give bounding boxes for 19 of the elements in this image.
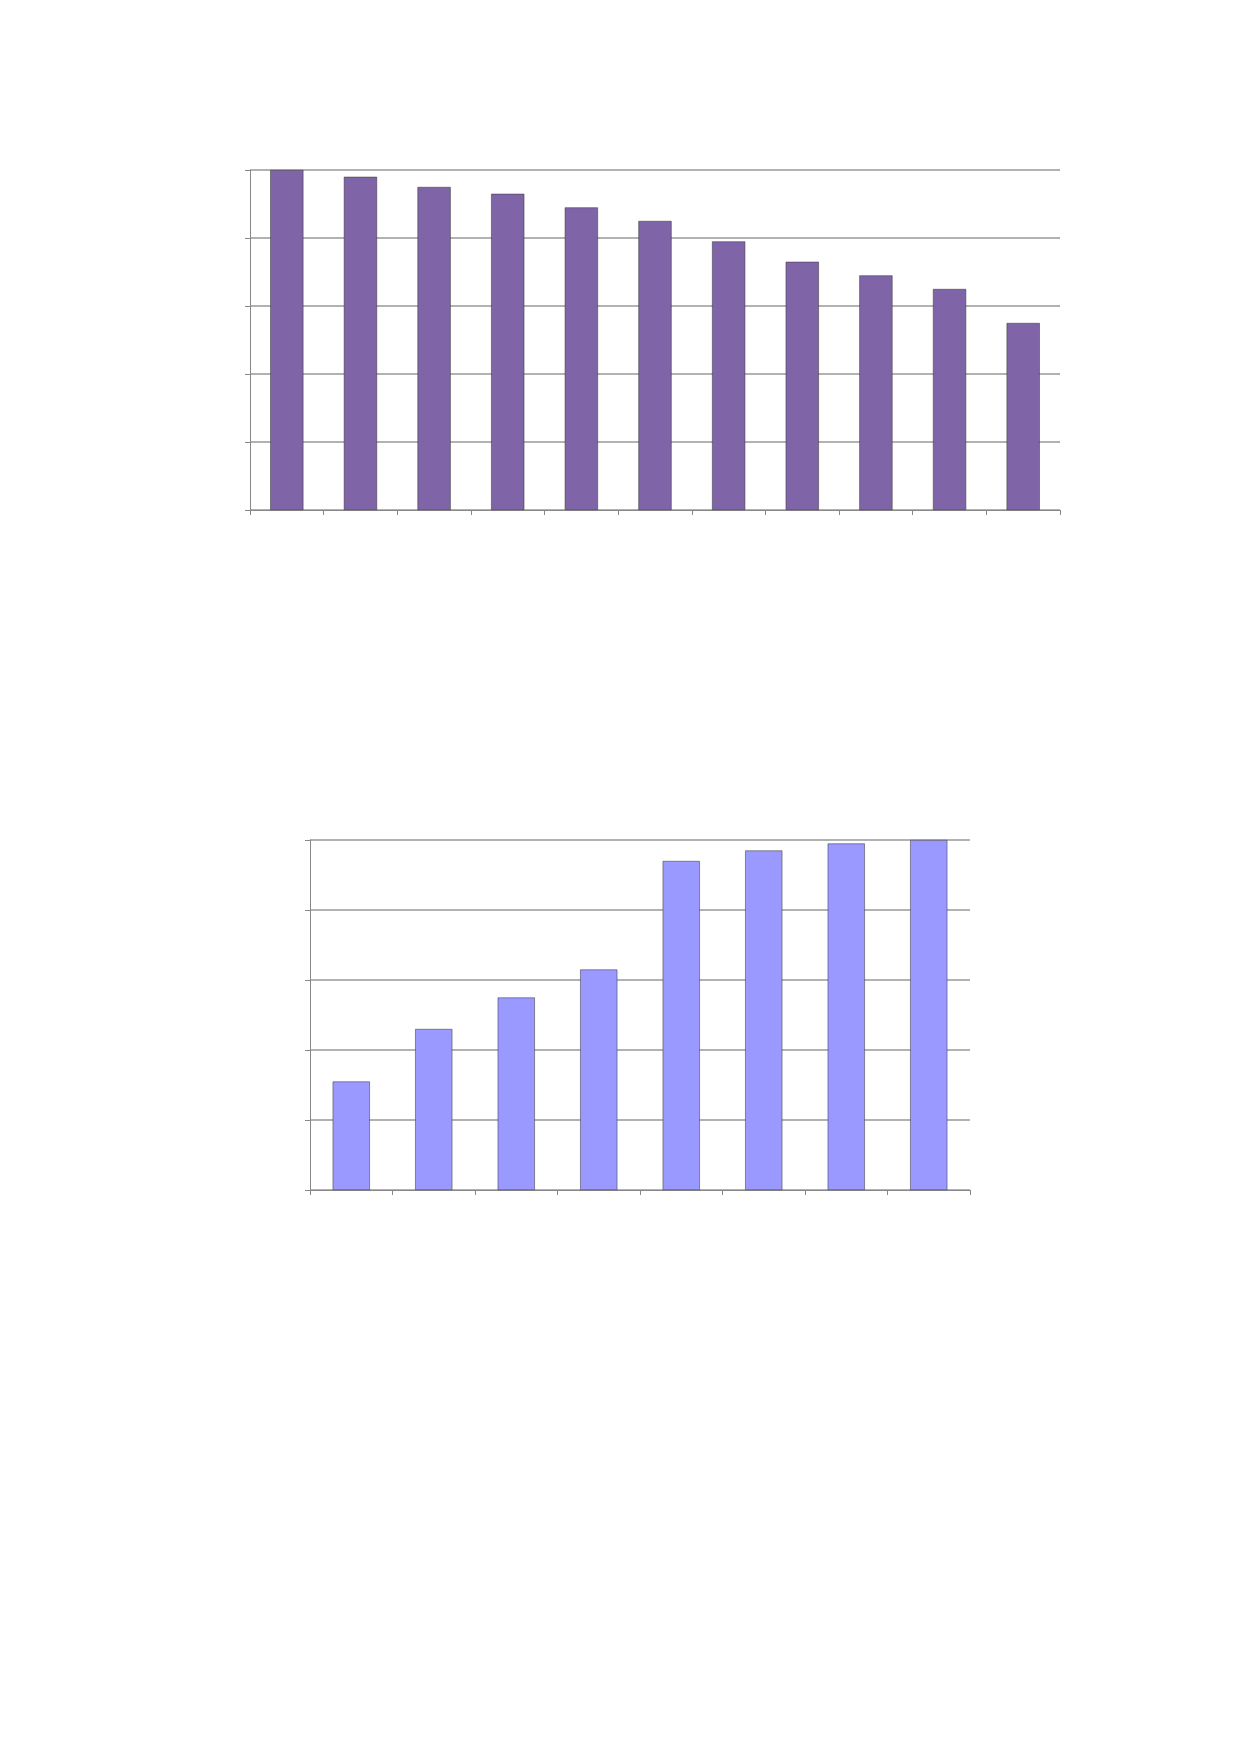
bar	[417, 187, 451, 510]
bar	[859, 275, 893, 510]
bar	[785, 261, 819, 510]
bar	[580, 969, 618, 1190]
bar	[932, 289, 967, 510]
bar	[745, 850, 783, 1190]
bar	[638, 221, 672, 510]
bar	[910, 840, 948, 1190]
bar	[564, 207, 598, 510]
bar	[343, 176, 378, 510]
bar	[1006, 323, 1040, 510]
bar	[662, 861, 700, 1190]
bar	[712, 241, 746, 510]
bar	[497, 997, 535, 1190]
bar	[491, 193, 525, 510]
bar	[332, 1081, 370, 1190]
bar	[270, 170, 304, 510]
bar	[415, 1029, 453, 1190]
bar	[827, 843, 865, 1190]
